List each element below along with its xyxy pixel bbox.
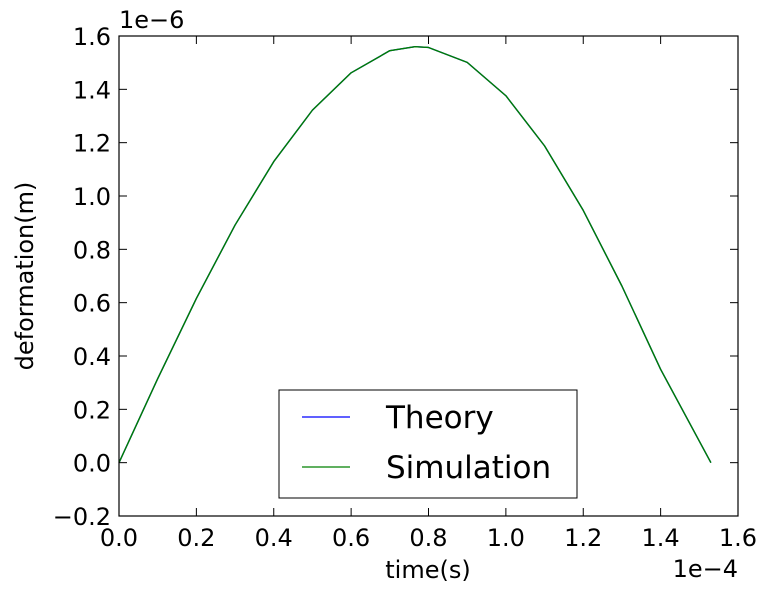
y-tick-label: 1.6 — [73, 23, 111, 51]
x-tick-label: 1.2 — [564, 524, 602, 552]
series-layer — [118, 45, 712, 464]
y-tick-label: 0.4 — [73, 343, 111, 371]
y-tick-label: 0.0 — [73, 450, 111, 478]
x-tick-label: 1.0 — [487, 524, 525, 552]
legend-label-simulation: Simulation — [386, 450, 551, 486]
ticks-layer: 0.0 0.2 0.4 0.6 0.8 1.0 1.2 1.4 1.6−0.20.00.20.4… — [53, 23, 757, 552]
legend: Theory Simulation — [278, 389, 578, 499]
y-tick-label: 1.0 — [73, 183, 111, 211]
y-tick-label: 0.8 — [73, 236, 111, 264]
y-offset-label: 1e−6 — [119, 6, 184, 34]
x-tick-label: 0.6 — [332, 524, 370, 552]
x-tick-label: 1.4 — [642, 524, 680, 552]
y-tick-label: 0.2 — [73, 396, 111, 424]
series-line-simulation — [118, 45, 712, 464]
y-tick-label: 1.2 — [73, 130, 111, 158]
x-offset-label: 1e−4 — [673, 555, 738, 583]
x-tick-label: 1.6 — [719, 524, 757, 552]
y-axis-label: deformation(m) — [11, 182, 39, 371]
y-tick-label: 1.4 — [73, 76, 111, 104]
legend-box — [278, 389, 578, 499]
legend-label-theory: Theory — [385, 400, 494, 436]
y-tick-label: 0.6 — [73, 290, 111, 318]
y-tick-label: −0.2 — [53, 503, 111, 531]
x-tick-label: 0.0 — [100, 524, 138, 552]
x-axis-label: time(s) — [385, 556, 470, 584]
x-tick-label: 0.4 — [255, 524, 293, 552]
x-tick-label: 0.8 — [409, 524, 447, 552]
x-tick-label: 0.2 — [177, 524, 215, 552]
